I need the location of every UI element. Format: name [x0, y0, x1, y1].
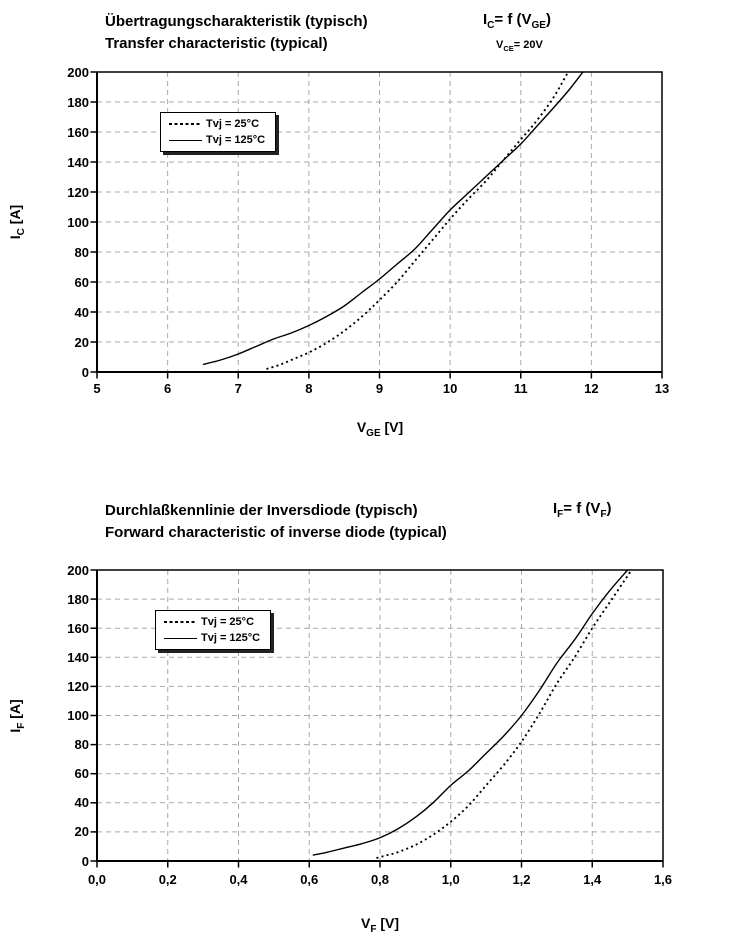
text-run: V: [496, 39, 504, 51]
subscript-text: F: [370, 923, 377, 935]
dotted-line-sample: [169, 122, 202, 126]
y-tick-label: 40: [74, 304, 89, 320]
chart1-title-english: Transfer characteristic (typical): [105, 35, 328, 52]
chart2-legend: Tvj = 25°C Tvj = 125°C: [155, 610, 272, 650]
text-run: I: [553, 500, 558, 517]
y-tick-label: 0: [81, 853, 89, 869]
chart1-title-german: Übertragungscharakteristik (typisch): [105, 13, 368, 30]
y-tick-label: 180: [67, 94, 89, 110]
legend-label: Tvj = 25°C: [201, 616, 255, 628]
y-tick-label: 60: [74, 766, 89, 782]
text-run: = 20V: [513, 39, 543, 51]
x-tick-label: 7: [234, 381, 242, 396]
y-tick-label: 160: [67, 124, 89, 140]
x-tick-label: 5: [93, 381, 101, 396]
y-tick-label: 200: [67, 562, 89, 578]
chart2-x-axis-title: VF [V]: [361, 915, 399, 935]
subscript-text: F: [15, 722, 27, 729]
text-run: V: [356, 419, 367, 435]
y-tick-label: 140: [67, 154, 89, 170]
chart2-formula: IF= f (VF): [553, 500, 611, 520]
text-run: V: [360, 915, 371, 931]
series-curve-25c: [376, 569, 632, 860]
tick-marks: [90, 569, 664, 868]
y-tick-label: 140: [67, 649, 89, 665]
x-tick-label: 13: [654, 381, 670, 396]
legend-label: Tvj = 125°C: [206, 134, 266, 146]
x-tick-label: 1,0: [441, 872, 460, 887]
y-tick-label: 180: [67, 591, 89, 607]
x-tick-label: 0,8: [370, 872, 390, 887]
text-run: [A]: [7, 699, 24, 723]
chart1-condition: VCE= 20V: [496, 39, 543, 53]
x-tick-label: 11: [513, 381, 528, 396]
text-run: = f (V: [563, 500, 601, 517]
subscript-text: GE: [366, 427, 381, 439]
y-tick-label: 0: [81, 364, 89, 380]
text-run: [V]: [380, 419, 404, 435]
text-run: I: [7, 728, 24, 733]
x-tick-label: 0,0: [87, 872, 107, 887]
legend-item: Tvj = 25°C: [169, 117, 265, 131]
legend-label: Tvj = 125°C: [201, 632, 261, 644]
y-tick-label: 20: [74, 334, 89, 350]
x-tick-label: 1,6: [653, 872, 673, 887]
subscript-text: GE: [531, 20, 546, 31]
subscript-text: F: [600, 509, 607, 520]
legend-label: Tvj = 25°C: [206, 118, 260, 130]
subscript-text: CE: [503, 44, 514, 54]
chart1-y-axis-title: IC [A]: [7, 205, 27, 239]
text-run: [A]: [7, 204, 24, 229]
x-tick-label: 0,2: [158, 872, 177, 887]
y-tick-label: 60: [74, 274, 89, 290]
text-run: I: [483, 11, 488, 28]
x-tick-label: 9: [375, 381, 384, 396]
x-tick-label: 6: [164, 381, 172, 396]
legend-item: Tvj = 25°C: [164, 615, 260, 629]
chart2-title-german: Durchlaßkennlinie der Inversdiode (typis…: [105, 502, 418, 519]
y-tick-label: 200: [67, 64, 89, 80]
x-tick-label: 0,6: [300, 872, 319, 887]
solid-line-sample: [164, 637, 197, 639]
subscript-text: F: [557, 509, 564, 520]
x-tick-label: 1,4: [583, 872, 602, 887]
y-tick-label: 80: [74, 737, 89, 753]
dotted-line-sample: [164, 620, 197, 624]
y-tick-label: 100: [67, 708, 89, 723]
x-tick-label: 1,2: [512, 872, 531, 887]
y-tick-label: 120: [67, 184, 89, 200]
x-tick-label: 12: [584, 381, 599, 396]
y-tick-label: 40: [74, 795, 89, 811]
y-tick-label: 160: [67, 620, 89, 636]
x-tick-label: 10: [442, 381, 458, 396]
text-run: ): [606, 500, 612, 517]
y-tick-label: 100: [67, 214, 89, 230]
text-run: I: [7, 235, 24, 240]
x-tick-label: 8: [305, 381, 313, 396]
chart2-plot-area: [90, 569, 664, 868]
chart2-y-axis-title: IF [A]: [7, 699, 27, 732]
series-curve-125c: [202, 71, 584, 366]
legend-item: Tvj = 125°C: [164, 631, 260, 645]
series-curve-125c: [312, 569, 629, 856]
subscript-text: C: [15, 228, 27, 236]
y-tick-label: 80: [74, 244, 89, 260]
y-tick-label: 20: [74, 824, 89, 840]
text-run: = f (V: [494, 11, 532, 28]
chart2-title-english: Forward characteristic of inverse diode …: [105, 524, 447, 541]
text-run: [V]: [376, 915, 400, 931]
solid-line-sample: [169, 139, 202, 141]
chart1-x-axis-title: VGE [V]: [357, 419, 403, 439]
chart1-legend: Tvj = 25°C Tvj = 125°C: [160, 112, 277, 152]
chart1-formula: IC= f (VGE): [483, 11, 551, 31]
legend-item: Tvj = 125°C: [169, 133, 265, 147]
x-tick-label: 0,4: [229, 872, 248, 887]
tick-marks: [90, 71, 663, 379]
series-curve-25c: [266, 71, 569, 370]
subscript-text: C: [487, 20, 495, 31]
text-run: ): [545, 11, 551, 28]
y-tick-label: 120: [67, 678, 89, 694]
